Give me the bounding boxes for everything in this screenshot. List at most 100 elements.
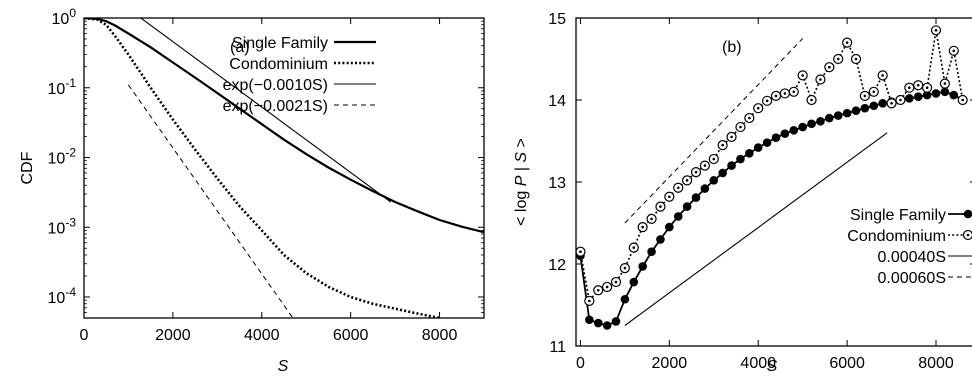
panel-b-point-s1 <box>878 98 887 108</box>
panel-a-x-tick-label: 4000 <box>244 327 280 344</box>
panel-b-point-s2-dot <box>588 299 591 303</box>
panel-a-legend-label-4: exp(−0.0021S) <box>223 98 328 115</box>
panel-b-point-s2-dot <box>934 29 938 32</box>
panel-b-point-s2-dot <box>596 288 600 292</box>
panel-b-point-s1 <box>780 129 790 138</box>
panel-b-point-s1 <box>602 321 612 330</box>
panel-b-ticks-layer: 0 2000 4000 6000 8000 11 12 13 14 15 <box>548 11 972 372</box>
panel-a-legend-label-1: Single Family <box>232 35 328 52</box>
panel-b-point-s1 <box>727 161 736 170</box>
panel-a-x-tick-label: 2000 <box>155 327 191 344</box>
panel-b-point-s1 <box>931 89 941 98</box>
panel-b-point-s1 <box>771 133 781 143</box>
panel-b-legend-label-1: Single Family <box>850 207 946 224</box>
panel-b-point-s1 <box>762 138 772 147</box>
panel-b-point-s1 <box>949 90 959 100</box>
panel-b-point-s1 <box>869 101 879 111</box>
panel-b-point-s2-dot <box>819 78 822 81</box>
y-label-given: | <box>513 163 530 176</box>
panel-b-point-s1 <box>922 90 932 100</box>
panel-b-point-s1 <box>860 103 870 113</box>
panel-a-legend-label-3: exp(−0.0010S) <box>223 77 328 94</box>
panel-a-series-line-3 <box>139 18 392 203</box>
panel-b-point-s1 <box>816 117 825 126</box>
panel-b-point-s2-dot <box>739 125 742 129</box>
panel-b-point-s2-dot <box>641 225 644 229</box>
panel-b-point-s2-dot <box>916 83 920 87</box>
tick-base: 10 <box>48 220 66 237</box>
panel-b-point-s2-dot <box>650 217 653 221</box>
panel-b-point-s2-dot <box>854 57 858 61</box>
y-label-P: P <box>513 175 530 186</box>
panel-b-point-s1 <box>833 111 843 120</box>
panel-a-y-tick-label: 10-3 <box>48 215 77 237</box>
panel-b-point-s2-dot <box>614 280 618 284</box>
panel-b-legend-label-4: 0.00060S <box>877 270 946 287</box>
panel-b-point-s2-dot <box>801 74 804 77</box>
panel-b-point-s1 <box>736 154 745 164</box>
panel-b-point-s2-dot <box>605 285 609 289</box>
panel-b-x-tick-label: 4000 <box>740 355 776 372</box>
panel-b-point-s1 <box>940 87 950 97</box>
panel-b-point-s2-dot <box>668 195 671 199</box>
panel-b-point-s2-dot <box>756 106 760 110</box>
panel-b-point-s1 <box>842 108 852 118</box>
panel-b-point-s1 <box>913 92 923 102</box>
panel-a-legend: Single Family Condominium exp(−0.0010S) exp… <box>223 35 376 115</box>
panel-a-series-layer <box>84 18 484 318</box>
panel-b-point-s2-dot <box>828 65 831 69</box>
panel-b-point-s1 <box>593 318 603 328</box>
panel-b-point-s2-dot <box>872 90 876 94</box>
panel-b-point-s1 <box>905 94 914 103</box>
y-label-close-bracket: > <box>513 138 530 152</box>
panel-b-point-s2-dot <box>943 82 947 85</box>
panel-b-point-s2-dot <box>694 170 698 174</box>
y-label-open-bracket: < log <box>513 186 530 226</box>
panel-b-x-axis-label: S <box>767 358 778 375</box>
panel-b-point-s1 <box>691 193 701 202</box>
panel-b-legend: Single Family Condominium 0.00040S 0.00060S <box>847 207 972 287</box>
panel-b-point-s2-dot <box>845 41 849 44</box>
panel-b-label: (b) <box>722 39 742 56</box>
panel-a-y-tick-label: 100 <box>52 6 77 28</box>
tick-exponent: -2 <box>65 146 76 160</box>
panel-b-point-s1 <box>673 212 683 221</box>
panel-b-point-s2-dot <box>961 98 964 102</box>
panel-b-point-s2-dot <box>579 250 582 253</box>
panel-b-point-s2-dot <box>792 90 796 94</box>
panel-b-point-s1 <box>745 149 754 158</box>
panel-b-y-tick-label: 13 <box>548 175 566 192</box>
panel-b-point-s1 <box>611 317 621 326</box>
panel-b-point-s1 <box>807 119 816 129</box>
panel-b-point-s2-dot <box>748 116 751 120</box>
tick-exponent: -4 <box>65 285 76 299</box>
panel-b-point-s1 <box>665 222 674 232</box>
panel-b-point-s2-dot <box>881 74 884 77</box>
tick-exponent: -1 <box>65 76 76 90</box>
panel-b-point-s1 <box>647 247 656 256</box>
panel-a-y-tick-label: 10-4 <box>48 285 77 307</box>
panel-b-point-s1 <box>585 315 594 325</box>
tick-exponent: -3 <box>65 215 76 229</box>
panel-b-series-line-4 <box>624 38 804 224</box>
tick-base: 10 <box>48 290 66 307</box>
panel-b-point-s2-dot <box>623 266 627 270</box>
panel-b-point-s1 <box>638 262 647 271</box>
panel-a-legend-label-2: Condominium <box>229 56 328 73</box>
panel-b-point-s2-dot <box>863 94 867 98</box>
panel-a-x-tick-label: 0 <box>80 327 89 344</box>
panel-a-label: (a) <box>230 39 250 56</box>
panel-b-point-s2-dot <box>952 49 956 53</box>
panel-b-legend-marker-1 <box>963 209 972 219</box>
panel-b-plot-area <box>575 17 972 347</box>
panel-b-point-s2-dot <box>899 98 902 102</box>
panel-b-legend-marker-dot-2 <box>966 233 970 237</box>
panel-b-point-s1 <box>709 176 719 185</box>
panel-b-point-s1 <box>700 184 710 193</box>
y-label-S: S <box>513 152 530 163</box>
panel-b-point-s2-dot <box>890 101 893 105</box>
panel-b-y-axis-label: < log P | S > <box>513 138 530 226</box>
panel-b-point-s2-dot <box>632 246 636 249</box>
panel-a-series-line-1 <box>84 18 484 234</box>
